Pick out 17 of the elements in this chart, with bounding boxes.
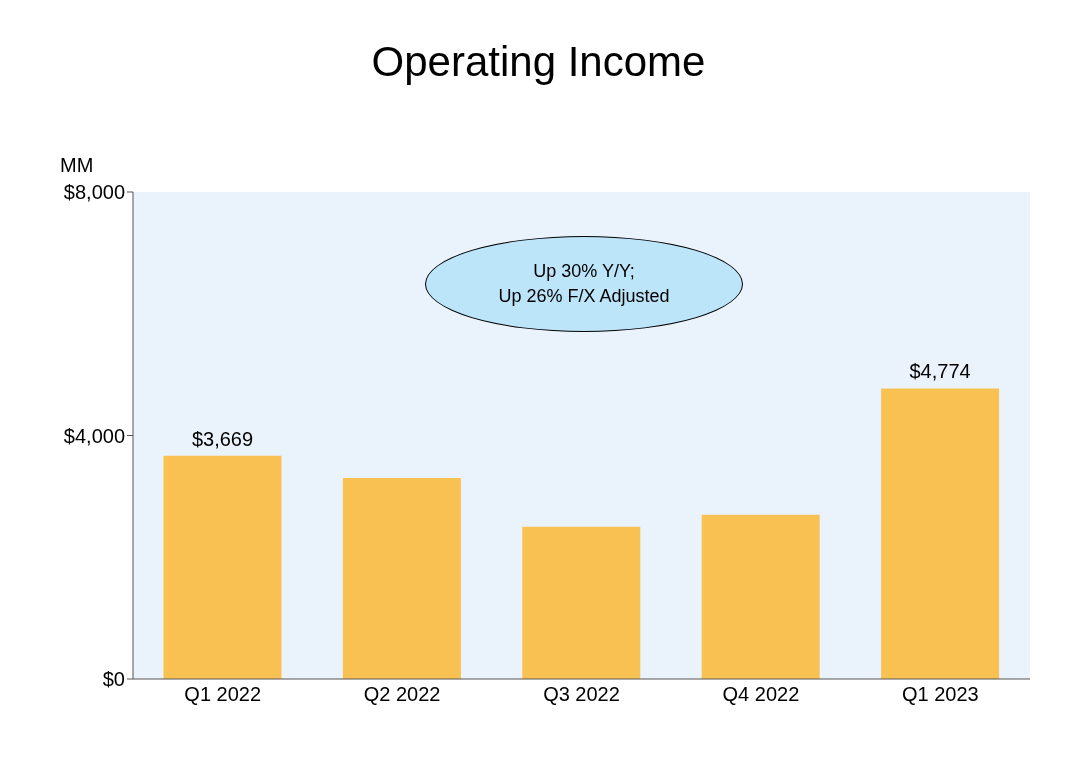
y-tick-label: $0 bbox=[102, 668, 125, 691]
chart-title: Operating Income bbox=[370, 38, 707, 86]
x-tick-label: Q3 2022 bbox=[543, 683, 620, 706]
bar bbox=[881, 388, 1000, 679]
data-label: $3,669 bbox=[191, 427, 254, 450]
x-tick-label: Q1 2023 bbox=[901, 683, 979, 706]
bar bbox=[342, 478, 461, 679]
y-tick-label: $8,000 bbox=[63, 181, 125, 204]
x-tick-label: Q4 2022 bbox=[722, 683, 800, 706]
bar bbox=[701, 514, 820, 679]
bar bbox=[163, 455, 282, 679]
y-tick-label: $4,000 bbox=[63, 424, 125, 447]
data-label: $4,774 bbox=[909, 360, 971, 383]
y-axis-title: MM bbox=[60, 154, 94, 177]
bar bbox=[522, 526, 641, 679]
x-tick-label: Q1 2022 bbox=[184, 683, 262, 706]
x-tick-label: Q2 2022 bbox=[363, 683, 441, 706]
